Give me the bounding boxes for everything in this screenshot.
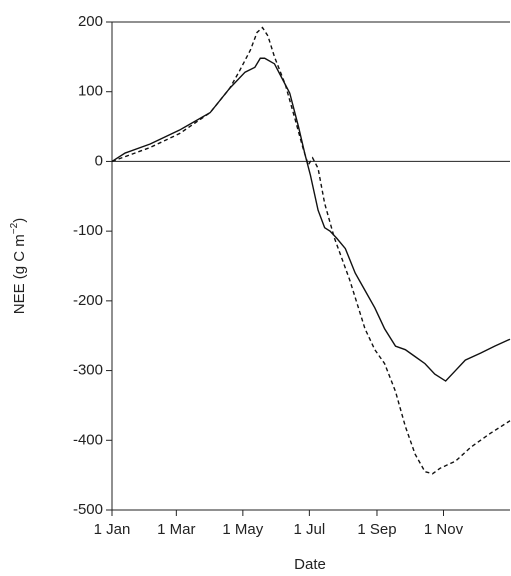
y-tick-label: -400 <box>73 431 103 448</box>
y-axis-label-superscript: −2 <box>9 222 20 234</box>
y-tick-label: 200 <box>78 13 103 30</box>
y-axis-label: NEE (g C m−2) <box>9 218 28 314</box>
line-series <box>111 26 511 475</box>
y-tick-label: -200 <box>73 292 103 309</box>
y-axis-label-suffix: ) <box>11 218 28 223</box>
line-series <box>111 57 511 382</box>
x-tick-label: 1 Sep <box>357 521 396 538</box>
y-tick-label: 100 <box>78 83 103 100</box>
y-tick-label: -300 <box>73 362 103 379</box>
x-tick-label: 1 Mar <box>157 521 195 538</box>
x-tick-label: 1 Jan <box>94 521 131 538</box>
y-axis-label-text: NEE (g C m <box>11 234 28 314</box>
y-tick-label: 0 <box>95 152 103 169</box>
x-tick-label: 1 Jul <box>294 521 326 538</box>
x-tick-label: 1 May <box>222 521 263 538</box>
y-tick-label: -100 <box>73 222 103 239</box>
x-axis-label: Date <box>294 556 326 573</box>
x-tick-label: 1 Nov <box>424 521 464 538</box>
y-tick-label: -500 <box>73 501 103 518</box>
